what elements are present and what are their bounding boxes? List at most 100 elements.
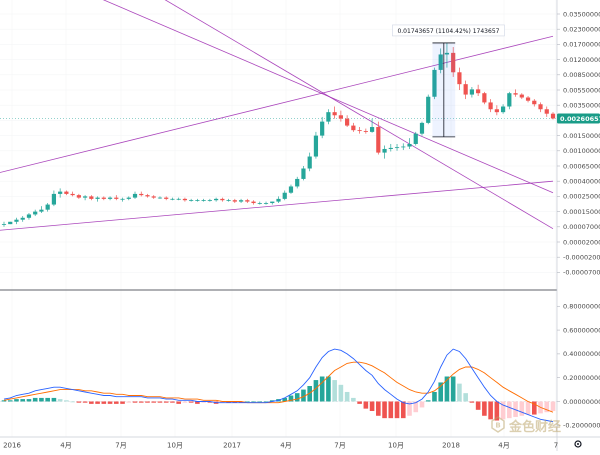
price-tick-label: 0.00150000 (563, 132, 600, 140)
candle-body (532, 100, 537, 105)
time-tick-label: 10月 (167, 442, 183, 450)
candle-body (388, 147, 393, 149)
candle-body (164, 197, 169, 199)
price-tick-label: 0.00065000 (563, 162, 600, 170)
macd-tick-label: 0.80000000 (563, 303, 600, 311)
price-axis[interactable]: 0.03500000 0.02300000 0.01700000 0.01200000… (557, 10, 600, 277)
macd-histogram-bar (64, 400, 69, 402)
macd-histogram-bar (151, 401, 157, 403)
macd-histogram-bar (319, 376, 325, 402)
time-axis[interactable]: 2016 4月 7月 10月 2017 4月 7月 10月 2018 4月 7 (3, 442, 558, 450)
macd-panel (0, 348, 557, 423)
macd-histogram-bar (269, 400, 275, 402)
candle-body (513, 93, 518, 95)
price-tick-label: 0.00015000 (563, 208, 600, 216)
macd-histogram-bar (14, 399, 19, 402)
candle-body (332, 112, 337, 116)
candle-body (432, 69, 437, 97)
time-tick-label: 7 (554, 442, 558, 450)
macd-histogram-bar (432, 391, 437, 402)
candle-body (20, 217, 25, 220)
candle-body (282, 192, 287, 199)
candle-body (51, 193, 57, 205)
candle-body (176, 198, 181, 200)
trendline[interactable] (125, 0, 554, 230)
candle-body (301, 168, 306, 179)
candle-body (107, 197, 113, 199)
macd-histogram-bar (457, 383, 462, 402)
candle-body (369, 127, 375, 132)
candle-body (407, 143, 412, 147)
price-tick-label: 0.00850000 (563, 71, 600, 79)
macd-histogram-bar (407, 401, 412, 416)
candle-body (238, 200, 244, 202)
macd-histogram-bar (550, 401, 556, 412)
trendline[interactable] (48, 0, 554, 194)
macd-histogram-bar (195, 401, 200, 404)
trendline[interactable] (0, 180, 554, 231)
candle-body (151, 196, 156, 198)
watermark-text: 金色财经 (508, 419, 561, 435)
macd-histogram-bar (182, 401, 188, 403)
candle-body (544, 109, 549, 114)
candle-body (126, 197, 131, 199)
measure-tool[interactable]: 0.01743657 (1104.42%) 1743657 (392, 24, 505, 138)
macd-histogram-bar (145, 401, 150, 403)
annotation-label: 0.01743657 (1104.42%) 1743657 (397, 28, 499, 35)
candle-body (245, 200, 250, 202)
macd-histogram-bar (388, 401, 394, 419)
macd-histogram-bar (45, 397, 50, 402)
candle-body (182, 198, 188, 201)
macd-histogram-bar (494, 401, 500, 421)
macd-histogram-bar (257, 401, 263, 403)
macd-histogram-bar (132, 401, 138, 403)
candle-body (469, 89, 474, 95)
candle-body (413, 133, 418, 144)
macd-histogram-bar (444, 376, 450, 402)
candle-body (270, 201, 275, 204)
candle-body (444, 52, 450, 55)
macd-histogram-bar (482, 401, 487, 416)
macd-histogram-bar (301, 389, 306, 402)
time-tick-label: 10月 (388, 442, 404, 450)
candle-body (207, 200, 212, 202)
macd-histogram-bar (26, 399, 32, 402)
trendline[interactable] (0, 35, 554, 174)
candle-body (26, 214, 32, 218)
candle-body (313, 135, 319, 157)
candle-body (201, 200, 206, 202)
macd-histogram-bar (7, 400, 13, 402)
price-tick-label: 0.00350000 (563, 102, 600, 110)
macd-histogram-bar (138, 401, 144, 403)
time-tick-label: 2017 (223, 442, 241, 450)
candle-body (8, 221, 13, 225)
price-tick-label: -0.00002000 (563, 254, 600, 262)
macd-histogram-bar (76, 401, 82, 403)
candle-body (482, 93, 487, 103)
price-tick-label: 0.01700000 (563, 41, 600, 49)
time-tick-label: 7月 (115, 442, 126, 450)
macd-histogram-bar (531, 401, 537, 415)
candle-body (276, 198, 281, 202)
gear-icon[interactable] (574, 440, 582, 448)
macd-tick-label: -0.20000000 (563, 422, 600, 430)
candle-body (363, 131, 368, 132)
macd-histogram-bar (488, 401, 493, 420)
candle-body (338, 115, 343, 119)
macd-histogram-bar (469, 401, 475, 403)
macd-histogram-bar (57, 399, 63, 402)
candle-body (463, 84, 468, 95)
candle-body (139, 193, 144, 196)
macd-histogram-bar (201, 401, 206, 403)
candle-body (307, 156, 312, 169)
candle-body (251, 201, 256, 204)
macd-histogram-bar (95, 401, 100, 404)
candle-body (120, 198, 125, 200)
macd-histogram-bar (413, 401, 419, 413)
macd-axis[interactable]: 0.80000000 0.60000000 0.40000000 0.20000000… (557, 303, 600, 430)
candle-body (195, 200, 200, 202)
candle-body (345, 118, 350, 126)
candle-body (33, 211, 38, 215)
